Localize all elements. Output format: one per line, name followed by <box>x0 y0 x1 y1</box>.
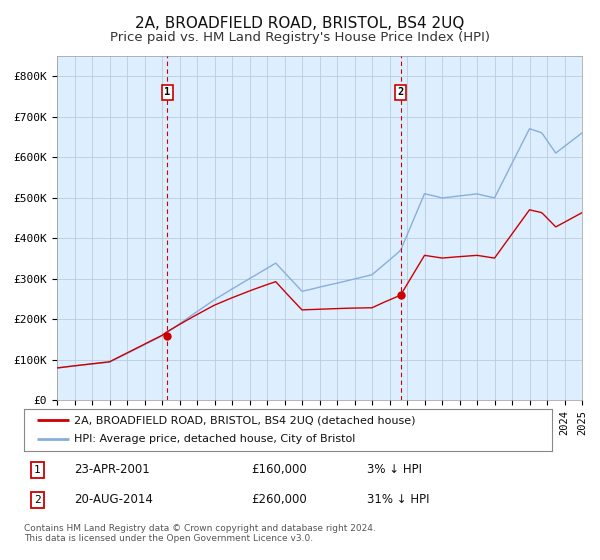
Text: 20-AUG-2014: 20-AUG-2014 <box>74 493 153 506</box>
Text: 1: 1 <box>34 465 41 475</box>
Text: Contains HM Land Registry data © Crown copyright and database right 2024.
This d: Contains HM Land Registry data © Crown c… <box>24 524 376 543</box>
Text: 2A, BROADFIELD ROAD, BRISTOL, BS4 2UQ: 2A, BROADFIELD ROAD, BRISTOL, BS4 2UQ <box>136 16 464 31</box>
Text: 2: 2 <box>34 495 41 505</box>
Text: £160,000: £160,000 <box>251 463 307 476</box>
Text: 31% ↓ HPI: 31% ↓ HPI <box>367 493 430 506</box>
Text: HPI: Average price, detached house, City of Bristol: HPI: Average price, detached house, City… <box>74 435 356 445</box>
Text: 23-APR-2001: 23-APR-2001 <box>74 463 150 476</box>
Text: Price paid vs. HM Land Registry's House Price Index (HPI): Price paid vs. HM Land Registry's House … <box>110 31 490 44</box>
Text: 3% ↓ HPI: 3% ↓ HPI <box>367 463 422 476</box>
Text: 2: 2 <box>397 87 404 97</box>
Text: £260,000: £260,000 <box>251 493 307 506</box>
Text: 1: 1 <box>164 87 170 97</box>
Text: 2A, BROADFIELD ROAD, BRISTOL, BS4 2UQ (detached house): 2A, BROADFIELD ROAD, BRISTOL, BS4 2UQ (d… <box>74 415 416 425</box>
